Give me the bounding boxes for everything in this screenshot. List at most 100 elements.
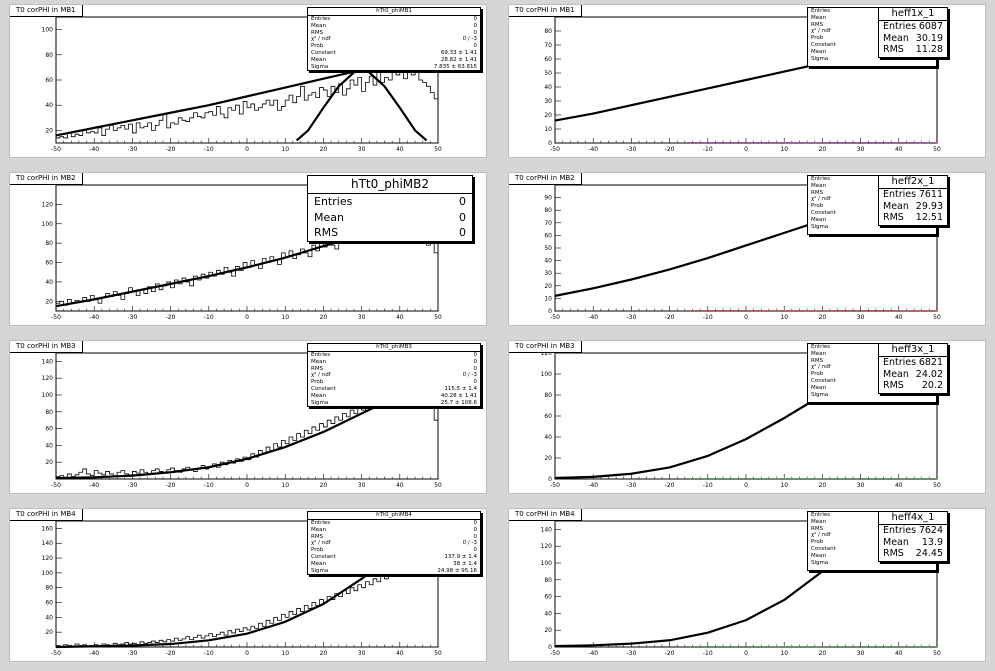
x-tick-label: 20	[819, 482, 827, 489]
fit-row: Entries	[808, 176, 936, 183]
y-tick-label: 60	[544, 232, 552, 239]
x-tick-label: -40	[588, 650, 598, 657]
x-tick-label: -40	[588, 146, 598, 153]
fit-key: Mean	[811, 216, 826, 223]
stats-title: hTt0_phiMB2	[308, 176, 472, 194]
stats-key: Constant	[311, 553, 336, 560]
stats-key: Entries	[883, 189, 917, 200]
series-curve	[554, 551, 862, 648]
y-tick-label: 120	[541, 350, 553, 357]
stats-key: χ² / ndf	[311, 540, 331, 547]
y-tick-label: 40	[544, 434, 552, 441]
panel-mb4-right: -50 -40 -30 -20 -10 0 10 20 30 40 50 0 20 40 60 80 100 12…	[508, 508, 986, 662]
stats-key: Mean	[311, 526, 326, 533]
fit-key: Prob	[811, 35, 824, 42]
y-tick-label: 20	[45, 459, 53, 466]
y-tick-label: 10	[544, 295, 552, 302]
x-tick-label: -30	[127, 482, 137, 489]
y-tick-label: 60	[45, 426, 53, 433]
x-tick-label: -10	[703, 146, 713, 153]
stats-value: 0 / -3	[462, 372, 477, 379]
stats-row: Entries 7611	[879, 189, 947, 201]
y-tick-label: 60	[544, 594, 552, 601]
x-tick-label: 50	[434, 650, 442, 657]
x-tick-label: 50	[434, 146, 442, 153]
x-tick-label: 10	[780, 650, 788, 657]
x-tick-label: -40	[588, 482, 598, 489]
stats-row: Entries 0	[308, 520, 480, 527]
y-tick-label: 60	[544, 56, 552, 63]
stats-title: hTt0_phiMB1	[308, 8, 480, 16]
x-tick-label: 50	[434, 482, 442, 489]
stats-key: Mean	[883, 32, 909, 44]
y-tick-label: 100	[541, 560, 553, 567]
stats-title: heff2x_1	[879, 176, 947, 189]
stats-value: 11.28	[915, 44, 943, 55]
fit-key: Constant	[811, 377, 836, 384]
fit-row: Mean	[808, 351, 936, 358]
panel-mb3-left: -50 -40 -30 -20 -10 0 10 20 30 40 50 20 40 60 80 100 120…	[9, 340, 487, 494]
y-tick-label: 140	[541, 526, 553, 533]
x-tick-label: -10	[703, 482, 713, 489]
x-tick-label: -40	[89, 482, 99, 489]
stats-row: Prob 0	[308, 43, 480, 50]
stats-key: Entries	[311, 520, 331, 526]
stats-row: Mean 0	[308, 210, 472, 226]
x-tick-label: -50	[51, 314, 61, 321]
x-tick-label: -40	[89, 314, 99, 321]
x-tick-label: 0	[744, 650, 748, 657]
stats-value: 115.5 ± 1.4	[444, 385, 477, 392]
y-tick-label: 80	[45, 409, 53, 416]
fit-row: Entries	[808, 512, 936, 519]
stats-box: heff1x_1 Entries 6087 Mean 30.19 RMS 11.28	[878, 7, 948, 58]
fit-key: Mean	[811, 14, 826, 21]
stats-value: 0 / -3	[462, 36, 477, 43]
stats-key: Mean	[311, 560, 326, 567]
fit-row: RMS	[808, 22, 936, 29]
y-tick-label: 120	[541, 543, 553, 550]
fit-row: Prob	[808, 35, 936, 42]
stats-value: 0 / -3	[462, 540, 477, 547]
x-tick-label: 0	[245, 650, 249, 657]
fit-row: Prob	[808, 371, 936, 378]
fit-row: Mean	[808, 519, 936, 526]
x-tick-label: 30	[857, 482, 865, 489]
stats-key: Entries	[883, 21, 917, 32]
x-tick-label: 10	[281, 482, 289, 489]
panel-mb4-left: -50 -40 -30 -20 -10 0 10 20 30 40 50 20 40 60 80 100 120…	[9, 508, 487, 662]
panel-title: T0 corPHI in MB4	[10, 509, 83, 521]
y-tick-label: 100	[42, 27, 54, 34]
fit-key: Prob	[811, 539, 824, 546]
x-tick-label: -10	[204, 482, 214, 489]
x-tick-label: 30	[857, 146, 865, 153]
y-tick-label: 20	[45, 298, 53, 305]
stats-row: Prob 0	[308, 547, 480, 554]
fit-key: Entries	[811, 512, 831, 518]
x-tick-label: 0	[245, 146, 249, 153]
x-tick-label: 40	[396, 482, 404, 489]
series-curve	[55, 378, 439, 480]
x-tick-label: -20	[166, 314, 176, 321]
x-tick-label: -10	[703, 650, 713, 657]
y-tick-label: 40	[45, 102, 53, 109]
x-tick-label: -20	[665, 314, 675, 321]
stats-title: hTt0_phiMB3	[308, 344, 480, 352]
x-tick-label: 50	[434, 314, 442, 321]
x-tick-label: 50	[933, 314, 941, 321]
y-tick-label: 20	[45, 127, 53, 134]
x-tick-label: 0	[245, 314, 249, 321]
stats-value: 40.28 ± 1.41	[440, 392, 477, 399]
y-tick-label: 70	[544, 42, 552, 49]
stats-value: 7611	[918, 189, 943, 200]
y-tick-label: 100	[42, 221, 54, 228]
stats-key: χ² / ndf	[311, 36, 331, 43]
x-tick-label: 50	[933, 650, 941, 657]
stats-key: Mean	[883, 368, 909, 380]
stats-row: Entries 0	[308, 352, 480, 359]
stats-row: RMS 0	[308, 366, 480, 373]
x-tick-label: 0	[744, 146, 748, 153]
x-tick-label: -10	[204, 650, 214, 657]
stats-row: Constant 69.33 ± 1.41	[308, 50, 480, 57]
stats-key: Entries	[883, 357, 917, 368]
stats-value: 28.82 ± 1.41	[440, 56, 477, 63]
